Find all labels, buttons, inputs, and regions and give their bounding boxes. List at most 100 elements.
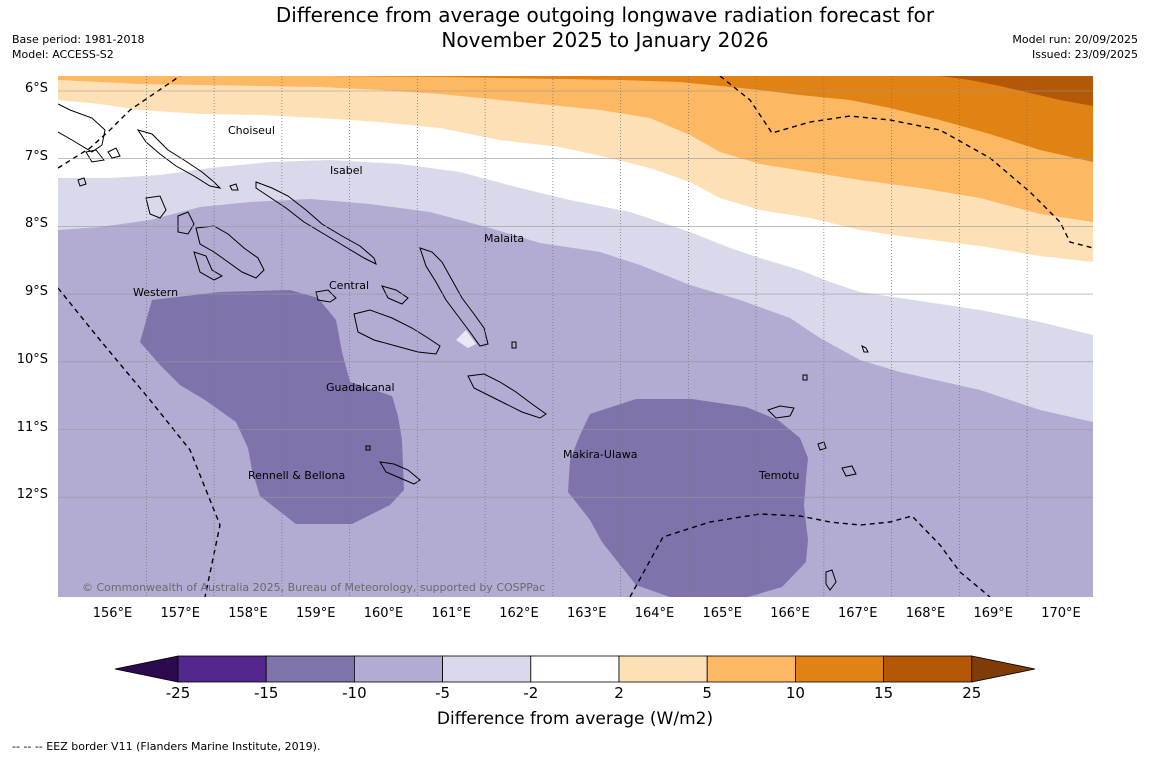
place-choiseul: Choiseul [228,124,275,137]
colorbar-tick-label: 5 [702,684,712,702]
island-santa-cruz [767,405,795,419]
band-p5-p10 [58,76,1093,222]
island-small-1 [511,341,517,349]
meta-left: Base period: 1981-2018 Model: ACCESS-S2 [12,32,144,62]
island-tikopia [825,569,837,591]
place-makira-ulawa: Makira-Ulawa [563,448,638,461]
colorbar-extend-min [114,655,179,683]
colorbar-segment [530,655,620,683]
island-vella [145,195,167,219]
place-guadalcanal: Guadalcanal [326,381,395,394]
band-n15-n10-west [140,290,404,524]
colorbar-segment [883,655,973,683]
island-guadalcanal [353,309,441,355]
colorbar-segment [177,655,267,683]
island-bougainville [58,103,106,153]
place-rennell-bellona: Rennell & Bellona [248,469,346,482]
lon-tick-label: 159°E [295,606,336,621]
place-isabel: Isabel [330,164,363,177]
band-n15-n10-east [568,399,808,597]
island-makira [467,373,547,419]
meta-right: Model run: 20/09/2025 Issued: 23/09/2025 [1012,32,1138,62]
island-florida [315,289,337,303]
colorbar-segment [265,655,355,683]
colorbar-tick-label: -5 [435,684,451,702]
lat-tick-label: 6°S [24,81,48,96]
lat-tick-label: 11°S [16,419,48,435]
eez-border-west [58,287,221,597]
island-small-6 [229,183,239,191]
lon-tick-label: 170°E [1041,606,1081,621]
colorbar-segment [618,655,708,683]
place-temotu: Temotu [759,469,800,482]
colorbar-tick-label: -2 [523,684,539,702]
island-small-2 [365,445,371,451]
faded-patch [456,330,476,348]
lat-tick-label: 8°S [24,216,48,232]
lon-tick-label: 169°E [973,606,1014,621]
colorbar-tick-label: -15 [253,684,279,702]
colorbar-segment [442,655,532,683]
lon-tick-label: 163°E [566,606,607,621]
lat-tick-label: 10°S [16,351,48,367]
lat-tick-label: 7°S [24,148,48,164]
eez-border-east [719,76,1093,249]
lon-tick-label: 161°E [431,606,472,621]
band-p15-p25 [940,76,1093,106]
title-line-2: November 2025 to January 2026 [441,28,769,52]
lon-tick-label: 162°E [499,606,539,621]
lon-tick-label: 157°E [160,606,201,621]
eez-footnote: -- -- -- EEZ border V11 (Flanders Marine… [12,740,321,753]
island-choiseul [136,129,222,189]
lon-tick-label: 160°E [363,606,404,621]
map-area [58,76,1093,597]
island-kolombangara [177,211,195,235]
colorbar-segment [706,655,796,683]
base-period: Base period: 1981-2018 [12,33,145,46]
colorbar-tick-label: 10 [785,684,805,702]
island-rendova [193,251,224,281]
place-malaita: Malaita [484,232,525,245]
colorbar-tick-label: 25 [962,684,982,702]
colorbar [114,655,1036,683]
lon-tick-label: 168°E [905,606,946,621]
model-run: Model run: 20/09/2025 [1012,33,1138,46]
place-western: Western [133,286,179,299]
lon-tick-label: 166°E [770,606,810,621]
eez-borders [58,76,1093,597]
island-small-5 [77,177,87,187]
issued-date: Issued: 23/09/2025 [1031,48,1138,61]
lon-tick-label: 164°E [634,606,675,621]
colorbar-tick-label: -10 [342,684,367,702]
place-central: Central [329,279,370,292]
colorbar-extend-max [971,655,1036,683]
colorbar-tick-label: -25 [165,684,191,702]
island-vanikoro [841,465,857,477]
island-shortlands [107,147,121,159]
colorbar-label: Difference from average (W/m2) [436,709,714,729]
title-line-1: Difference from average outgoing longwav… [275,3,935,27]
island-malaita [419,247,489,347]
colorbar-tick-label: 2 [614,684,624,702]
colorbar-segment [353,655,443,683]
band-p10-p15 [330,76,1093,162]
model-name: Model: ACCESS-S2 [12,48,114,61]
eez-border-north [58,76,181,169]
chart-title: Difference from average outgoing longwav… [175,3,1035,53]
island-small-4 [802,374,808,381]
copyright-note: © Commonwealth of Australia 2025, Bureau… [82,581,546,594]
island-small-3 [861,345,869,353]
lon-tick-label: 158°E [228,606,268,621]
lat-tick-label: 9°S [24,284,48,300]
lon-tick-label: 156°E [92,606,133,621]
island-new-georgia [195,225,265,279]
lat-tick-label: 12°S [16,487,48,503]
colorbar-segment [795,655,885,683]
lon-tick-label: 167°E [837,606,878,621]
island-isabel [255,181,377,265]
island-utupua [817,441,827,451]
gridlines [58,76,1093,597]
eez-border-south [629,513,991,597]
lon-tick-label: 165°E [702,606,743,621]
